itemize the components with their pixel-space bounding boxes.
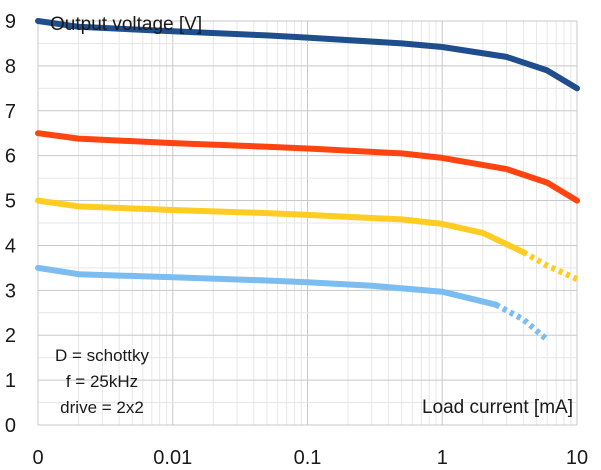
y-tick-label: 4: [5, 235, 16, 257]
annotation-diode: D = schottky: [55, 346, 150, 365]
y-tick-label: 5: [5, 191, 16, 213]
y-tick-label: 6: [5, 146, 16, 168]
x-tick-label: 0.01: [153, 447, 192, 469]
annotation-frequency: f = 25kHz: [66, 372, 138, 391]
grid: [37, 20, 578, 426]
y-tick-label: 0: [5, 415, 16, 437]
series-line-2: [35, 130, 580, 204]
y-tick-label: 9: [5, 11, 16, 33]
y-tick-labels: 0 1 2 3 4 5 6 7 8 9: [5, 11, 16, 437]
series-layer: [35, 18, 580, 342]
y-tick-label: 2: [5, 325, 16, 347]
series-line-4-dashed: [494, 302, 550, 342]
x-tick-labels: 0 0.01 0.1 1 10: [32, 447, 588, 469]
y-tick-label: 3: [5, 280, 16, 302]
series-line-3-dashed: [521, 249, 579, 282]
y-tick-label: 1: [5, 370, 16, 392]
x-axis-label: Load current [mA]: [422, 397, 573, 418]
series-line-1: [35, 18, 580, 92]
x-tick-label: 1: [437, 447, 448, 469]
x-tick-label: 0: [32, 447, 43, 469]
y-tick-label: 7: [5, 101, 16, 123]
y-axis-label: Output voltage [V]: [50, 14, 202, 35]
series-line-4: [35, 264, 499, 308]
x-tick-label: 0.1: [294, 447, 322, 469]
x-tick-label: 10: [566, 447, 588, 469]
series-line-3: [35, 197, 527, 256]
y-tick-label: 8: [5, 56, 16, 78]
annotation-drive: drive = 2x2: [60, 398, 144, 417]
